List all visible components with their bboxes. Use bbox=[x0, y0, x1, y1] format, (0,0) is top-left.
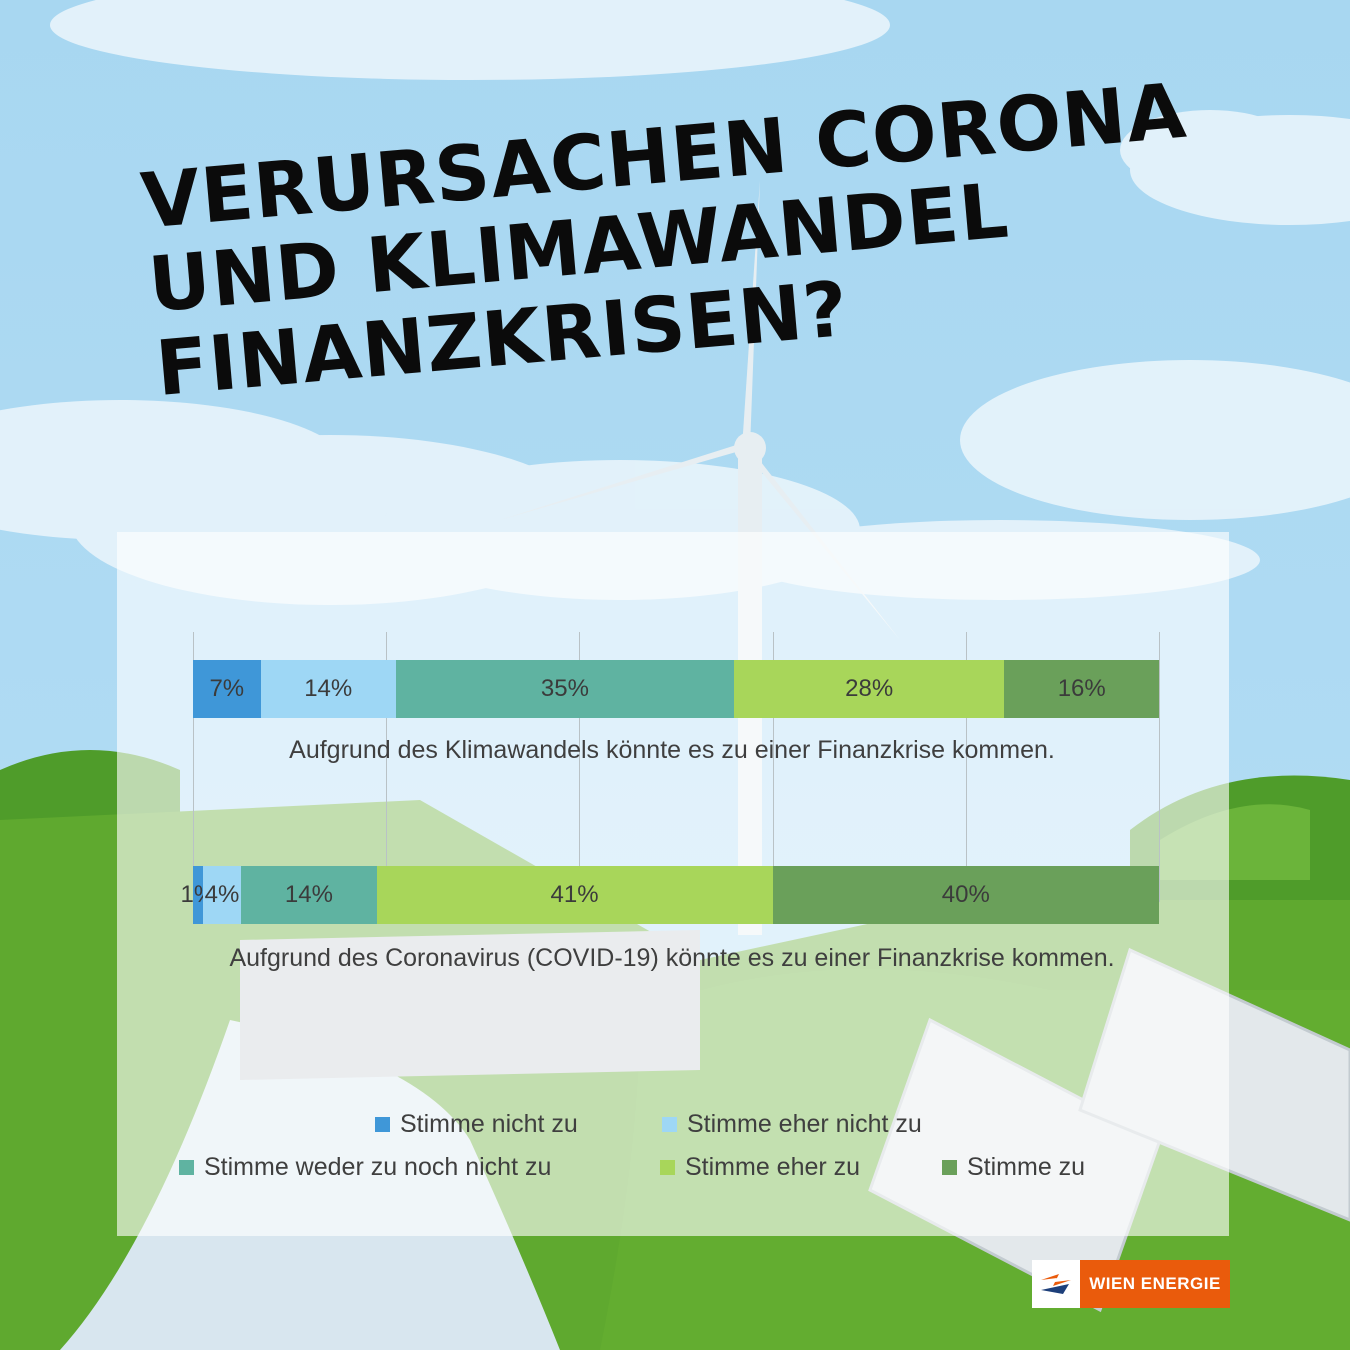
legend-label: Stimme weder zu noch nicht zu bbox=[204, 1153, 552, 1181]
legend-swatch bbox=[942, 1160, 957, 1175]
grid-tick bbox=[193, 632, 194, 902]
bar-segment: 35% bbox=[395, 660, 734, 718]
legend-item: Stimme eher zu bbox=[660, 1153, 860, 1182]
chart-panel: 7% 14% 35% 28% 16% 1% 4% 14% 41% 40% Aufgrund des… bbox=[117, 532, 1229, 1236]
legend-item: Stimme eher nicht zu bbox=[662, 1110, 922, 1139]
legend-swatch bbox=[660, 1160, 675, 1175]
legend-label: Stimme eher zu bbox=[685, 1153, 861, 1181]
bar-segment: 41% bbox=[376, 866, 773, 924]
grid-tick bbox=[965, 632, 967, 902]
bar-value-label: 14% bbox=[284, 881, 333, 908]
wien-energie-logo-text: WIEN ENERGIE bbox=[1080, 1260, 1230, 1308]
legend-swatch bbox=[179, 1160, 194, 1175]
bar-value-label: 4% bbox=[204, 881, 240, 908]
bar-segment: 14% bbox=[241, 866, 377, 924]
grid-tick bbox=[386, 632, 388, 902]
bar-value-label: 14% bbox=[304, 675, 353, 702]
legend-label: Stimme eher nicht zu bbox=[687, 1110, 922, 1138]
grid-tick bbox=[772, 632, 774, 902]
legend-item: Stimme nicht zu bbox=[375, 1110, 578, 1139]
bar-segment: 14% bbox=[260, 660, 396, 718]
legend-label: Stimme nicht zu bbox=[400, 1110, 578, 1138]
bar-segment: 16% bbox=[1004, 660, 1159, 718]
bar-segment: 4% bbox=[202, 866, 242, 924]
grid-tick bbox=[579, 632, 581, 902]
wien-energie-logo-icon bbox=[1032, 1260, 1080, 1308]
wien-energie-logo: WIEN ENERGIE bbox=[1032, 1260, 1230, 1308]
legend-swatch bbox=[375, 1117, 390, 1132]
bar-value-label: 41% bbox=[550, 881, 599, 908]
legend-item: Stimme zu bbox=[942, 1153, 1085, 1182]
legend-item: Stimme weder zu noch nicht zu bbox=[179, 1153, 551, 1182]
bar-value-label: 28% bbox=[845, 675, 894, 702]
legend-label: Stimme zu bbox=[967, 1153, 1086, 1181]
bar-segment: 40% bbox=[772, 866, 1159, 924]
legend-swatch bbox=[662, 1117, 677, 1132]
category-label-covid: Aufgrund des Coronavirus (COVID-19) könn… bbox=[229, 944, 1115, 972]
bar-segment: 1% bbox=[180, 866, 215, 924]
bar-segment: 7% bbox=[193, 660, 261, 718]
bar-value-label: 7% bbox=[209, 675, 245, 702]
grid-tick bbox=[1159, 632, 1160, 902]
bar-value-label: 16% bbox=[1057, 675, 1106, 702]
bar-value-label: 35% bbox=[540, 675, 589, 702]
category-label-climate: Aufgrund des Klimawandels könnte es zu e… bbox=[289, 736, 1055, 764]
bar-segment: 28% bbox=[733, 660, 1005, 718]
bar-value-label: 40% bbox=[941, 881, 990, 908]
